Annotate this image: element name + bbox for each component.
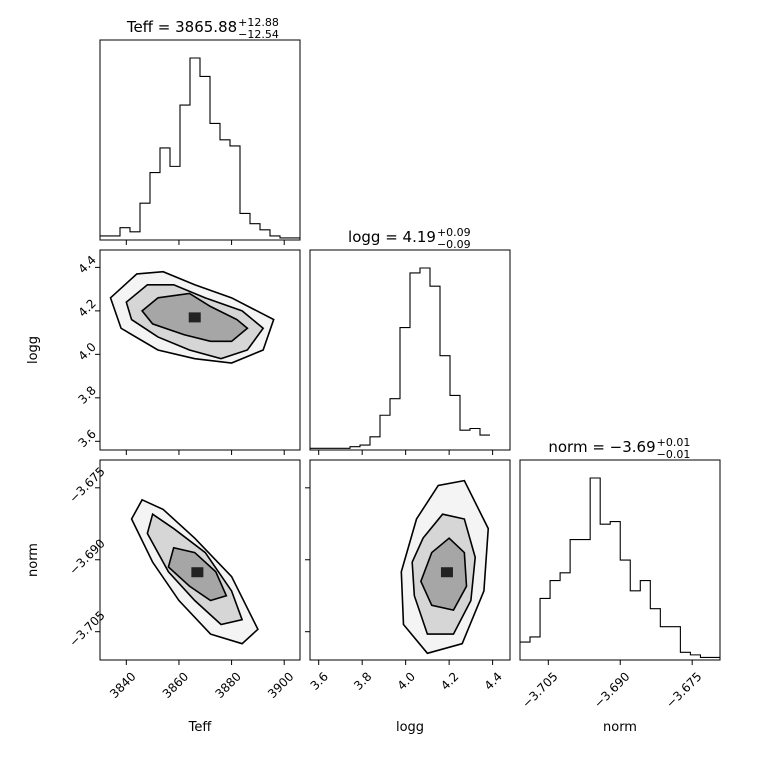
x-tick-label-logg: 4.0 (395, 669, 418, 692)
x-tick-label-teff: 3840 (107, 669, 138, 700)
contour-logg-vs-norm-0 (420, 537, 468, 612)
hist-panel-logg (309, 249, 511, 451)
x-axis-label-logg: logg (396, 720, 424, 735)
x-tick-label-norm: −3.705 (519, 669, 560, 710)
x-tick-label-logg: 3.6 (308, 669, 331, 692)
contour-teff-vs-norm-2 (130, 498, 259, 645)
contour-teff-vs-logg-2 (109, 270, 275, 364)
y-tick-label-logg: 3.6 (75, 427, 98, 450)
title-main-norm: norm = −3.69 (548, 438, 655, 456)
y-tick-label-norm: −3.675 (67, 464, 108, 505)
title-minus-teff: −12.54 (238, 28, 279, 41)
y-tick-label-logg: 4.0 (75, 340, 98, 363)
x-tick-label-norm: −3.675 (663, 669, 704, 710)
contour-teff-vs-norm-1 (146, 512, 244, 626)
density-core-teff-vs-norm (191, 567, 204, 578)
density-core-logg-vs-norm (440, 567, 453, 578)
contour-logg-vs-norm-2 (400, 479, 490, 655)
y-tick-label-logg: 3.8 (75, 383, 98, 406)
title-logg: logg = 4.19 +0.09−0.09 (348, 226, 471, 251)
x-tick-label-logg: 3.8 (351, 669, 374, 692)
hist-panel-teff (99, 39, 301, 241)
x-axis-label-teff: Teff (188, 720, 213, 735)
contour-logg-vs-norm-1 (411, 513, 477, 635)
density-panel-logg-vs-norm (400, 479, 490, 655)
frame-teff-vs-logg (99, 249, 301, 451)
histogram-teff (100, 57, 300, 239)
histogram-logg (310, 267, 490, 449)
density-panel-teff-vs-logg (109, 270, 275, 364)
y-tick-label-norm: −3.705 (67, 608, 108, 649)
y-axis-label-norm: norm (26, 543, 41, 577)
title-plus-logg: +0.09 (437, 226, 471, 239)
y-tick-label-logg: 4.4 (75, 253, 98, 276)
x-tick-label-teff: 3880 (212, 669, 243, 700)
title-plus-norm: +0.01 (657, 436, 691, 449)
x-tick-label-teff: 3860 (160, 669, 191, 700)
y-axis-label-logg: logg (26, 336, 41, 364)
density-panel-teff-vs-norm (130, 498, 259, 645)
title-main-logg: logg = 4.19 (348, 228, 436, 246)
x-tick-label-logg: 4.2 (438, 669, 461, 692)
title-plus-teff: +12.88 (238, 16, 279, 29)
x-tick-label-norm: −3.690 (591, 669, 632, 710)
contour-teff-vs-norm-0 (167, 546, 228, 602)
contour-teff-vs-logg-1 (125, 283, 265, 360)
title-minus-logg: −0.09 (437, 238, 471, 251)
title-minus-norm: −0.01 (657, 448, 691, 461)
contour-teff-vs-logg-0 (140, 292, 249, 343)
histogram-norm (520, 477, 720, 658)
y-tick-label-norm: −3.690 (67, 536, 108, 577)
title-teff: Teff = 3865.88 +12.88−12.54 (126, 16, 279, 41)
y-tick-label-logg: 4.2 (75, 296, 98, 319)
density-core-teff-vs-logg (188, 312, 201, 323)
x-tick-label-teff: 3900 (265, 669, 296, 700)
x-axis-label-norm: norm (603, 720, 637, 735)
title-norm: norm = −3.69 +0.01−0.01 (548, 436, 690, 461)
x-tick-label-logg: 4.4 (482, 669, 505, 692)
title-main-teff: Teff = 3865.88 (126, 18, 237, 36)
